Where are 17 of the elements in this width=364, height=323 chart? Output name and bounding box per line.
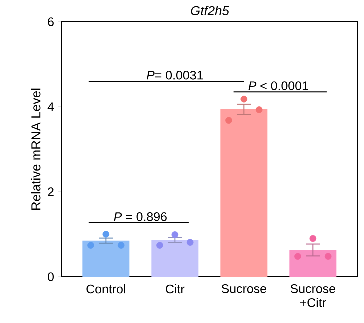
annotation: P= 0.0031	[146, 70, 204, 80]
x-tick-label: Citr	[166, 284, 185, 294]
y-tick-label: 2	[48, 188, 54, 196]
bar	[220, 110, 268, 277]
y-tick-label: 6	[48, 18, 54, 26]
y-tick-label: 0	[48, 272, 54, 282]
y-tick-label: 4	[48, 102, 54, 112]
annotation: P = 0.896	[114, 212, 167, 222]
bar	[82, 240, 130, 277]
x-tick-label: Sucrose +Citr	[290, 284, 336, 308]
y-axis-title: Relative mRNA Level	[31, 88, 41, 210]
x-tick-label: Control	[86, 284, 126, 294]
bar	[152, 240, 199, 277]
x-tick-label: Sucrose	[222, 284, 266, 294]
chart-title: Gtf2h5	[191, 6, 230, 16]
bar	[290, 250, 337, 277]
annotation: P < 0.0001	[248, 82, 308, 90]
